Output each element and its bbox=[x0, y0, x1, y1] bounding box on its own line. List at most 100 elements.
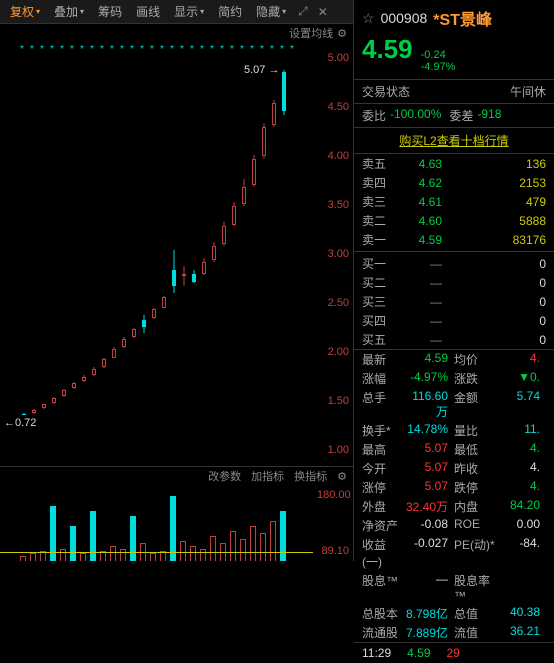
volume-bar bbox=[60, 549, 66, 561]
ask-row: 卖四4.622153 bbox=[354, 173, 554, 192]
y-tick: 1.00 bbox=[317, 444, 349, 456]
sub-tool-button[interactable]: 加指标 bbox=[251, 468, 284, 484]
l2-upgrade-link[interactable]: 购买L2查看十档行情 bbox=[354, 128, 554, 154]
y-tick: 3.00 bbox=[317, 248, 349, 260]
tick-time: 11:29 bbox=[362, 646, 391, 660]
stats-row: 换手*14.78%量比11. bbox=[354, 421, 554, 440]
candle bbox=[190, 270, 198, 283]
stock-price: 4.59 bbox=[362, 34, 413, 65]
volume-bar bbox=[240, 539, 246, 561]
candle bbox=[210, 242, 218, 262]
favorite-star-icon[interactable]: ☆ bbox=[362, 10, 375, 27]
chart-toolbar: 复权▾叠加▾筹码画线显示▾简约隐藏▾⤢✕ bbox=[0, 0, 353, 24]
candle bbox=[130, 328, 138, 338]
marker-star: * bbox=[40, 44, 44, 55]
trading-status-row: 交易状态 午间休 bbox=[354, 80, 554, 104]
marker-star: * bbox=[150, 44, 154, 55]
volume-bar bbox=[90, 511, 96, 561]
marker-star: * bbox=[160, 44, 164, 55]
marker-star: * bbox=[90, 44, 94, 55]
y-tick: 3.50 bbox=[317, 199, 349, 211]
sub-y-tick: 180.00 bbox=[317, 489, 349, 501]
bid-row: 买一—0 bbox=[354, 254, 554, 273]
stats-row: 流通股7.889亿流值36.21 bbox=[354, 623, 554, 642]
candle bbox=[70, 382, 78, 389]
weibi-value: -100.00% bbox=[390, 107, 441, 124]
tick-vol: 29 bbox=[447, 646, 460, 660]
candle bbox=[120, 337, 128, 348]
marker-star: * bbox=[50, 44, 54, 55]
stats-row: 今开5.07昨收4. bbox=[354, 459, 554, 478]
stock-code: 000908 bbox=[381, 10, 428, 26]
volume-bar bbox=[110, 546, 116, 561]
candle bbox=[50, 397, 58, 404]
volume-bar bbox=[250, 526, 256, 561]
main-chart[interactable]: 5.07 →←0.72**************************** … bbox=[0, 42, 353, 466]
order-book: 卖五4.63136卖四4.622153卖三4.61479卖二4.605888卖一… bbox=[354, 154, 554, 350]
sub-tool-button[interactable]: 换指标 bbox=[294, 468, 327, 484]
candle bbox=[90, 367, 98, 376]
marker-star: * bbox=[200, 44, 204, 55]
toolbar-button[interactable]: 叠加▾ bbox=[48, 1, 90, 22]
candle bbox=[100, 358, 108, 368]
sub-gear-icon[interactable]: ⚙ bbox=[337, 470, 347, 483]
toolbar-button[interactable]: 筹码 bbox=[92, 1, 128, 22]
marker-star: * bbox=[190, 44, 194, 55]
stock-stats: 最新4.59均价4.涨幅-4.97%涨跌▼0.总手116.60万金额5.74换手… bbox=[354, 350, 554, 643]
candle bbox=[160, 296, 168, 309]
toolbar-button[interactable]: 简约 bbox=[212, 1, 248, 22]
stats-row: 最新4.59均价4. bbox=[354, 350, 554, 369]
y-tick: 5.00 bbox=[317, 52, 349, 64]
status-label: 交易状态 bbox=[362, 83, 410, 100]
volume-chart[interactable]: 改参数加指标换指标 ⚙ 180.00 89.10 bbox=[0, 466, 353, 561]
candle bbox=[230, 202, 238, 226]
settings-ma-button[interactable]: 设置均线 bbox=[289, 25, 333, 41]
volume-bar bbox=[70, 526, 76, 561]
y-tick: 4.00 bbox=[317, 150, 349, 162]
marker-star: * bbox=[100, 44, 104, 55]
volume-bar bbox=[210, 536, 216, 561]
marker-star: * bbox=[110, 44, 114, 55]
candle bbox=[240, 179, 248, 207]
stats-row: 外盘32.40万内盘84.20 bbox=[354, 497, 554, 516]
y-tick: 4.50 bbox=[317, 101, 349, 113]
expand-icon[interactable]: ⤢ bbox=[294, 2, 312, 21]
toolbar-button[interactable]: 隐藏▾ bbox=[250, 1, 292, 22]
volume-bar bbox=[270, 521, 276, 561]
y-tick: 2.00 bbox=[317, 346, 349, 358]
price-change: -0.24 bbox=[421, 49, 456, 61]
volume-bar bbox=[200, 549, 206, 561]
stats-row: 收益(一)-0.027PE(动)*-84. bbox=[354, 535, 554, 571]
toolbar-button[interactable]: 显示▾ bbox=[168, 1, 210, 22]
sub-chart-toolbar: 改参数加指标换指标 ⚙ bbox=[0, 467, 353, 485]
stock-header: ☆ 000908 *ST景峰 4.59 -0.24 -4.97% bbox=[354, 0, 554, 80]
candle bbox=[80, 375, 88, 382]
bid-row: 买四—0 bbox=[354, 311, 554, 330]
ask-row: 卖二4.605888 bbox=[354, 211, 554, 230]
settings-gear-icon[interactable]: ⚙ bbox=[337, 27, 347, 40]
candle bbox=[180, 266, 188, 286]
ask-row: 卖五4.63136 bbox=[354, 154, 554, 173]
ask-row: 卖一4.5983176 bbox=[354, 230, 554, 249]
marker-star: * bbox=[80, 44, 84, 55]
weicha-label: 委差 bbox=[449, 107, 473, 124]
close-icon[interactable]: ✕ bbox=[314, 3, 332, 21]
marker-star: * bbox=[290, 44, 294, 55]
sub-tool-button[interactable]: 改参数 bbox=[208, 468, 241, 484]
candle bbox=[110, 347, 118, 358]
candle bbox=[40, 404, 48, 410]
marker-star: * bbox=[280, 44, 284, 55]
candle bbox=[200, 258, 208, 275]
stats-row: 最高5.07最低4. bbox=[354, 440, 554, 459]
toolbar-button[interactable]: 复权▾ bbox=[4, 1, 46, 22]
settings-bar: 设置均线 ⚙ bbox=[0, 24, 353, 42]
volume-bar bbox=[30, 553, 36, 561]
sub-y-tick: 89.10 bbox=[317, 545, 349, 557]
bid-row: 买五—0 bbox=[354, 330, 554, 349]
volume-bar bbox=[180, 541, 186, 561]
candle bbox=[220, 222, 228, 246]
toolbar-button[interactable]: 画线 bbox=[130, 1, 166, 22]
y-tick: 1.50 bbox=[317, 395, 349, 407]
marker-star: * bbox=[270, 44, 274, 55]
tick-row: 11:29 4.59 29 bbox=[354, 643, 554, 663]
